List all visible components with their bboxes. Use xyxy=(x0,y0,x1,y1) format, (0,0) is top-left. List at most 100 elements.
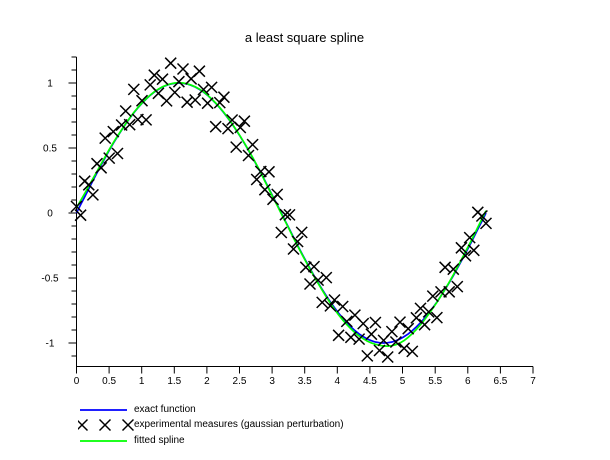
y-tick-label: 1 xyxy=(47,79,53,90)
scatter-marker xyxy=(357,317,370,330)
x-tick-label: 0 xyxy=(74,376,80,387)
scatter-marker xyxy=(320,271,333,284)
scatter-marker xyxy=(135,94,149,107)
scatter-marker xyxy=(324,299,337,312)
legend-label-exact-function: exact function xyxy=(134,403,196,415)
x-axis: 0 0.5 1 1.5 2 2.5 3 3.5 4 4.5 5 5.5 6 6.5 7 xyxy=(74,366,536,387)
scatter-marker xyxy=(205,81,218,94)
scatter-marker xyxy=(246,138,259,151)
scatter-marker xyxy=(168,86,181,99)
scatter-marker xyxy=(291,235,304,248)
scatter-marker xyxy=(74,209,87,222)
scatter-marker xyxy=(373,344,386,357)
scatter-marker xyxy=(119,104,132,118)
x-tick-label: 4.5 xyxy=(363,376,377,387)
scatter-marker xyxy=(443,285,456,298)
scatter-marker xyxy=(414,302,427,315)
scatter-marker xyxy=(107,125,120,138)
scatter-marker xyxy=(164,57,177,70)
scatter-marker xyxy=(127,83,140,96)
scatter-marker xyxy=(193,65,206,78)
x-tick-label: 0.5 xyxy=(102,376,116,387)
legend-item-fitted-spline: fitted spline xyxy=(78,433,344,449)
fitted-spline-line xyxy=(75,81,487,347)
y-tick-label: 0.5 xyxy=(43,144,57,155)
legend-label-experimental-measures: experimental measures (gaussian perturba… xyxy=(134,419,344,431)
scatter-marker xyxy=(287,242,300,256)
scatter-marker xyxy=(103,152,116,165)
scatter-marker xyxy=(316,296,329,309)
scatter-marker xyxy=(459,249,472,262)
scatter-marker xyxy=(389,335,402,349)
scatter-marker xyxy=(221,122,235,135)
scatter-marker xyxy=(258,183,271,196)
scatter-marker xyxy=(418,318,431,331)
scatter-marker xyxy=(189,93,202,107)
scatter-marker xyxy=(140,113,153,126)
scatter-marker xyxy=(340,315,353,328)
scatter-marker xyxy=(283,208,296,221)
scatter-marker xyxy=(217,91,230,104)
chart-title: a least square spline xyxy=(244,30,365,45)
x-tick-label: 1 xyxy=(139,376,145,387)
scatter-marker xyxy=(295,226,308,239)
scatter-marker xyxy=(332,329,345,342)
scatter-marker xyxy=(475,209,488,223)
x-tick-label: 2 xyxy=(204,376,210,387)
legend-item-experimental-measures: experimental measures (gaussian perturba… xyxy=(78,418,344,434)
scatter-marker-swatch xyxy=(78,419,134,432)
scatter-marker xyxy=(410,311,423,324)
scatter-marker xyxy=(455,241,468,254)
x-tick-label: 6 xyxy=(465,376,471,387)
scatter-marker xyxy=(262,165,276,178)
scatter-marker xyxy=(86,188,99,201)
scatter-marker xyxy=(156,73,169,86)
y-tick-label: -1 xyxy=(46,339,55,350)
scatter-marker xyxy=(250,173,263,186)
scatter-marker xyxy=(172,75,185,88)
scatter-marker xyxy=(82,178,95,191)
scatter-marker xyxy=(176,62,190,76)
x-tick-label: 3 xyxy=(269,376,275,387)
exact-function-line-swatch xyxy=(80,408,127,411)
scatter-marker xyxy=(467,244,480,257)
scatter-marker xyxy=(197,83,210,96)
scatter-marker xyxy=(275,226,288,239)
legend-x-marker-icon xyxy=(121,419,134,432)
scatter-marker xyxy=(148,69,161,82)
scatter-marker xyxy=(479,217,493,230)
scatter-marker xyxy=(406,345,419,358)
x-tick-label: 6.5 xyxy=(493,376,507,387)
scatter-marker xyxy=(447,263,460,276)
y-tick-label: 0 xyxy=(47,209,53,220)
scatter-marker xyxy=(451,280,464,293)
scatter-marker xyxy=(353,333,366,346)
x-tick-label: 1.5 xyxy=(167,376,181,387)
scatter-marker xyxy=(361,349,374,362)
scatter-marker xyxy=(312,274,325,287)
scatter-marker xyxy=(95,161,108,174)
scatter-marker xyxy=(439,261,452,274)
scatter-marker xyxy=(402,322,415,335)
fitted-spline-line-swatch xyxy=(80,439,127,442)
legend-x-marker-icon xyxy=(98,419,112,432)
x-tick-label: 4 xyxy=(335,376,341,387)
x-tick-label: 7 xyxy=(530,376,536,387)
x-tick-label: 5 xyxy=(400,376,406,387)
scatter-marker xyxy=(123,118,136,131)
x-tick-label: 3.5 xyxy=(298,376,312,387)
scatter-marker xyxy=(426,290,439,303)
x-tick-label: 2.5 xyxy=(233,376,247,387)
scatter-marker xyxy=(303,277,317,291)
scatter-marker xyxy=(271,188,284,201)
scatter-marker xyxy=(242,149,255,162)
legend-item-exact-function: exact function xyxy=(78,402,344,418)
scatter-marker xyxy=(328,293,341,307)
scatter-markers xyxy=(70,57,493,364)
x-tick-label: 5.5 xyxy=(428,376,442,387)
scatter-marker xyxy=(213,96,226,109)
scatter-marker xyxy=(181,96,194,109)
scatter-marker xyxy=(463,231,476,244)
